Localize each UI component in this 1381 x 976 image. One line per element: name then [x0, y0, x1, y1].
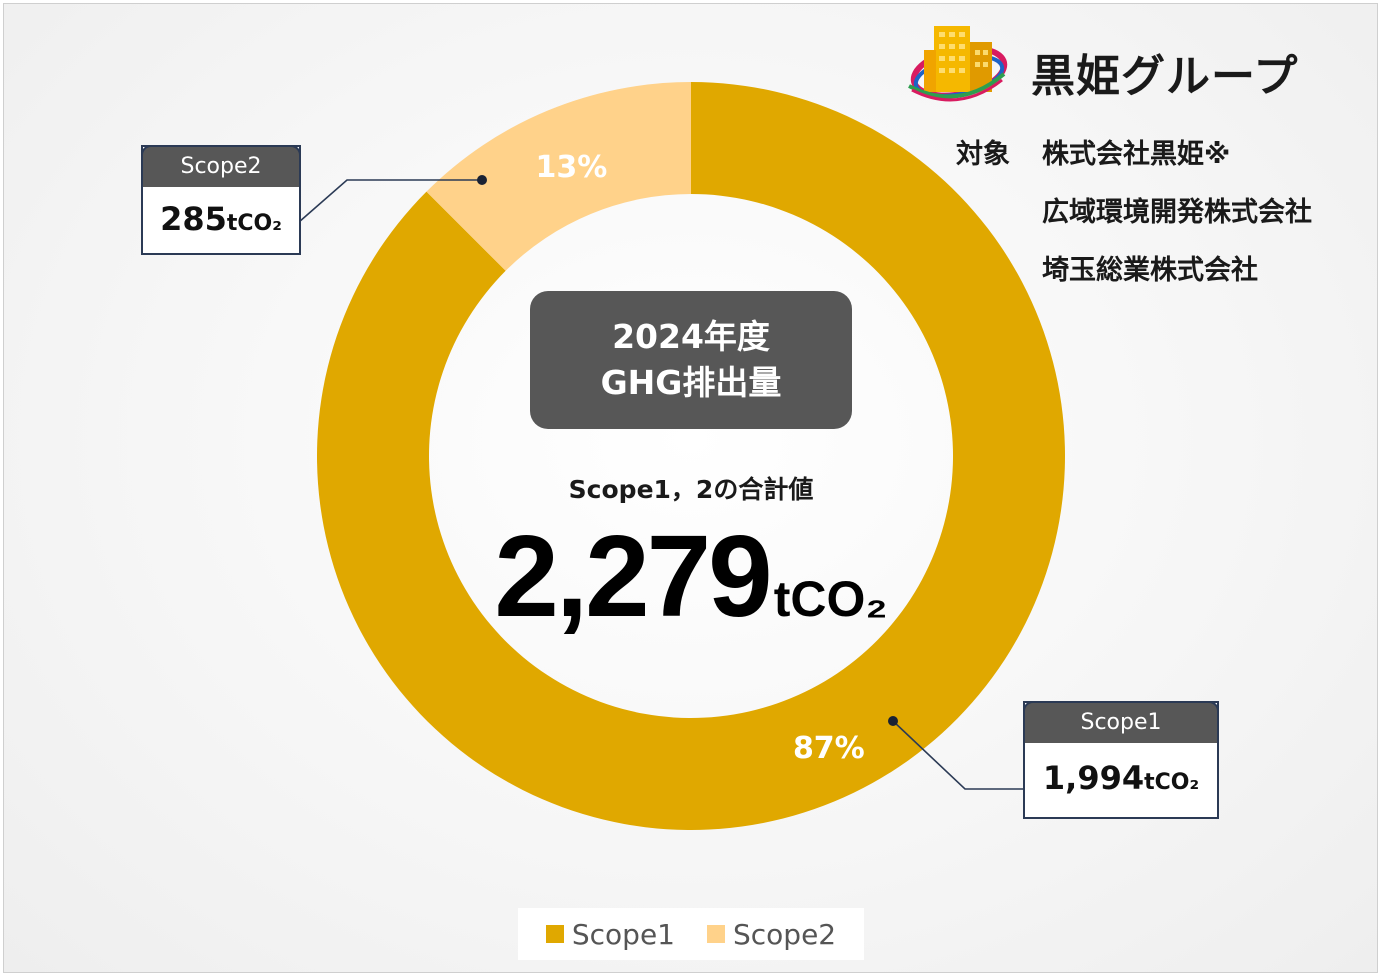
target-label: 対象	[956, 139, 1010, 170]
legend-item-scope2: Scope2	[707, 918, 836, 951]
ghg-subtitle: GHG排出量	[600, 363, 782, 402]
scope1-percent-label: 87%	[792, 731, 865, 767]
donut-slice-scope2	[426, 82, 691, 271]
scope2-callout-unit: tCO₂	[226, 211, 282, 236]
scope2-percent-label: 13%	[535, 149, 608, 185]
chart-legend: Scope1 Scope2	[518, 908, 864, 960]
brand-name: 黒姫グループ	[1031, 51, 1299, 102]
total-unit: tCO₂	[773, 571, 888, 627]
legend-swatch-scope1	[545, 925, 564, 943]
total-value: 2,279	[494, 511, 772, 641]
total-emissions: 2,279tCO₂	[441, 509, 941, 643]
target-company-3: 埼玉総業株式会社	[1042, 255, 1258, 286]
donut-chart	[298, 26, 1066, 831]
center-title-box: 2024年度 GHG排出量	[530, 291, 852, 429]
scope2-leader-dot	[477, 175, 487, 185]
kurohime-logo	[908, 26, 1008, 102]
legend-label-scope1: Scope1	[571, 917, 675, 951]
scope2-leader-line	[298, 179, 482, 223]
scope2-callout: Scope2 285tCO₂	[141, 145, 301, 255]
sum-label: Scope1，2の合計値	[568, 475, 814, 504]
scope2-callout-head: Scope2	[141, 145, 301, 187]
scope1-callout: Scope1 1,994tCO₂	[1023, 701, 1219, 819]
donut-slice-scope1	[317, 82, 1066, 831]
scope1-callout-unit: tCO₂	[1144, 770, 1200, 795]
scope2-callout-value: 285	[160, 200, 227, 238]
scope1-leader-dot	[888, 716, 898, 726]
target-company-1: 株式会社黒姫※	[1042, 139, 1231, 170]
year-title: 2024年度	[612, 317, 770, 356]
target-company-2: 広域環境開発株式会社	[1042, 197, 1312, 228]
scope1-leader-line	[892, 720, 1023, 790]
legend-label-scope2: Scope2	[733, 917, 837, 951]
legend-item-scope1: Scope1	[545, 917, 675, 951]
scope1-callout-value: 1,994	[1042, 759, 1145, 797]
legend-swatch-scope2	[707, 925, 725, 943]
chart-frame: 黒姫グループ 対象 株式会社黒姫※ 広域環境開発株式会社 埼玉総業株式会社 20…	[3, 3, 1378, 973]
scope1-callout-head: Scope1	[1023, 701, 1219, 743]
